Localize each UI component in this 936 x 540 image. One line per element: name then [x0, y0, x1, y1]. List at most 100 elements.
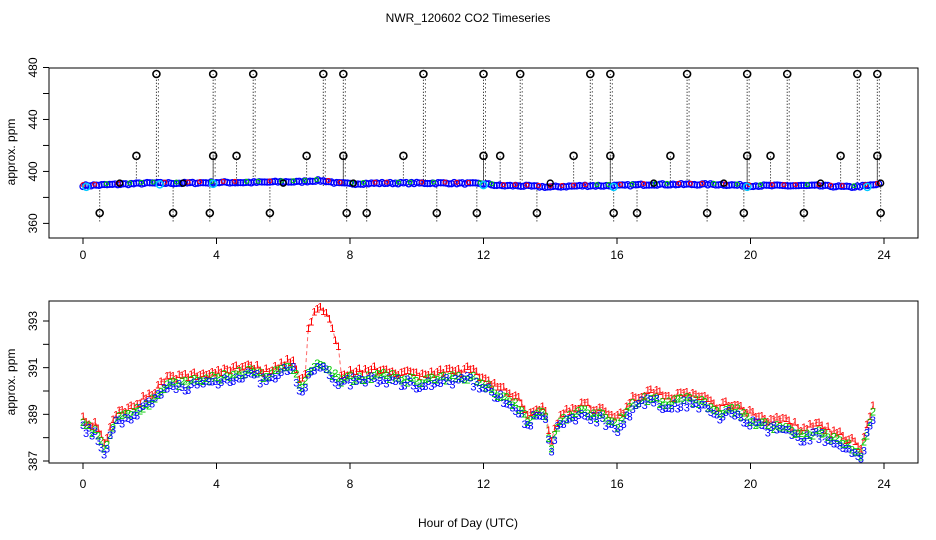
digit-marker-3: 3: [573, 415, 579, 427]
digit-marker-3: 3: [521, 419, 527, 431]
digit-marker-2: 2: [191, 374, 197, 386]
digit-marker-2: 2: [527, 415, 533, 427]
digit-marker-1: 1: [101, 437, 107, 449]
digit-marker-1: 1: [122, 406, 128, 418]
co2-point: [640, 181, 648, 190]
bottom-panel: 1231231231231231231231231231231231231231…: [4, 300, 919, 491]
digit-marker-1: 1: [242, 360, 248, 372]
digit-marker-3: 3: [461, 374, 467, 386]
co2-cyan-point: [863, 182, 872, 192]
digit-marker-2: 2: [600, 409, 606, 421]
digit-marker-3: 3: [479, 383, 485, 395]
digit-marker-3: 3: [269, 372, 275, 384]
digit-marker-1: 1: [110, 414, 116, 426]
digit-marker-2: 2: [618, 412, 624, 424]
digit-marker-2: 2: [212, 373, 218, 385]
spike-marker-mid: [479, 151, 488, 161]
x-axis-label: Hour of Day (UTC): [418, 516, 518, 530]
baseline-black-marker: [279, 179, 287, 187]
digit-marker-2: 2: [657, 399, 663, 411]
digit-marker-2: 2: [446, 372, 452, 384]
digit-marker-2: 2: [410, 373, 416, 385]
co2-point: [466, 179, 474, 187]
digit-marker-2: 2: [534, 408, 540, 420]
digit-marker-1: 1: [311, 306, 317, 318]
co2-accent-point: [325, 177, 331, 183]
digit-marker-1: 1: [185, 372, 191, 384]
digit-marker-2: 2: [807, 430, 813, 442]
digit-marker-3: 3: [759, 420, 765, 432]
spike-marker-low: [632, 208, 642, 218]
digit-marker-1: 1: [425, 369, 431, 381]
co2-accent-point: [559, 183, 565, 189]
digit-marker-1: 1: [561, 408, 567, 420]
digit-marker-1: 1: [224, 364, 230, 376]
digit-marker-2: 2: [708, 402, 714, 414]
digit-marker-3: 3: [398, 381, 404, 393]
digit-marker-1: 1: [290, 355, 296, 367]
digit-marker-3: 3: [488, 386, 494, 398]
digit-marker-3: 3: [594, 417, 600, 429]
digit-marker-2: 2: [251, 367, 257, 379]
digit-marker-1: 1: [395, 369, 401, 381]
digit-marker-1: 1: [774, 411, 780, 423]
digit-marker-2: 2: [855, 446, 861, 458]
co2-accent-point: [267, 178, 273, 184]
digit-marker-1: 1: [479, 372, 485, 384]
digit-marker-2: 2: [245, 365, 251, 377]
digit-marker-3: 3: [314, 361, 320, 373]
digit-marker-3: 3: [344, 373, 350, 385]
digit-marker-1: 1: [756, 411, 762, 423]
co2-accent-point: [746, 182, 752, 188]
digit-marker-3: 3: [675, 403, 681, 415]
digit-marker-3: 3: [570, 412, 576, 424]
digit-marker-1: 1: [837, 426, 843, 438]
digit-marker-1: 1: [738, 400, 744, 412]
digit-marker-2: 2: [305, 367, 311, 379]
digit-marker-2: 2: [515, 404, 521, 416]
digit-marker-2: 2: [864, 430, 870, 442]
co2-accent-point: [255, 178, 261, 184]
digit-marker-2: 2: [831, 431, 837, 443]
digit-marker-1: 1: [350, 368, 356, 380]
digit-marker-1: 1: [392, 368, 398, 380]
digit-marker-2: 2: [155, 390, 161, 402]
digit-marker-2: 2: [747, 417, 753, 429]
digit-marker-3: 3: [137, 402, 143, 414]
bottom-x-tick-label: 4: [213, 477, 220, 491]
co2-accent-point: [454, 179, 460, 185]
digit-marker-2: 2: [284, 362, 290, 374]
digit-marker-3: 3: [260, 372, 266, 384]
digit-marker-2: 2: [98, 435, 104, 447]
digit-marker-1: 1: [747, 405, 753, 417]
baseline-black-marker: [816, 179, 825, 187]
digit-marker-3: 3: [413, 384, 419, 396]
digit-marker-2: 2: [221, 368, 227, 380]
digit-marker-2: 2: [561, 413, 567, 425]
co2-accent-point: [629, 181, 635, 187]
digit-marker-3: 3: [419, 381, 425, 393]
bottom-x-tick-label: 0: [80, 477, 87, 491]
digit-marker-1: 1: [347, 364, 353, 376]
digit-marker-2: 2: [365, 370, 371, 382]
digit-marker-3: 3: [203, 376, 209, 388]
digit-marker-2: 2: [281, 362, 287, 374]
digit-marker-1: 1: [606, 409, 612, 421]
digit-marker-3: 3: [503, 399, 509, 411]
digit-marker-2: 2: [624, 406, 630, 418]
spike-marker-low: [739, 208, 749, 218]
digit-marker-3: 3: [383, 378, 389, 390]
digit-marker-3: 3: [564, 414, 570, 426]
digit-marker-1: 1: [299, 373, 305, 385]
digit-marker-1: 1: [248, 360, 254, 372]
digit-marker-3: 3: [711, 408, 717, 420]
digit-marker-2: 2: [239, 370, 245, 382]
digit-marker-2: 2: [840, 439, 846, 451]
digit-marker-2: 2: [494, 391, 500, 403]
digit-marker-1: 1: [143, 393, 149, 405]
digit-marker-3: 3: [215, 379, 221, 391]
digit-marker-1: 1: [98, 429, 104, 441]
digit-marker-3: 3: [302, 383, 308, 395]
digit-marker-2: 2: [170, 376, 176, 388]
co2-accent-point: [103, 181, 109, 187]
